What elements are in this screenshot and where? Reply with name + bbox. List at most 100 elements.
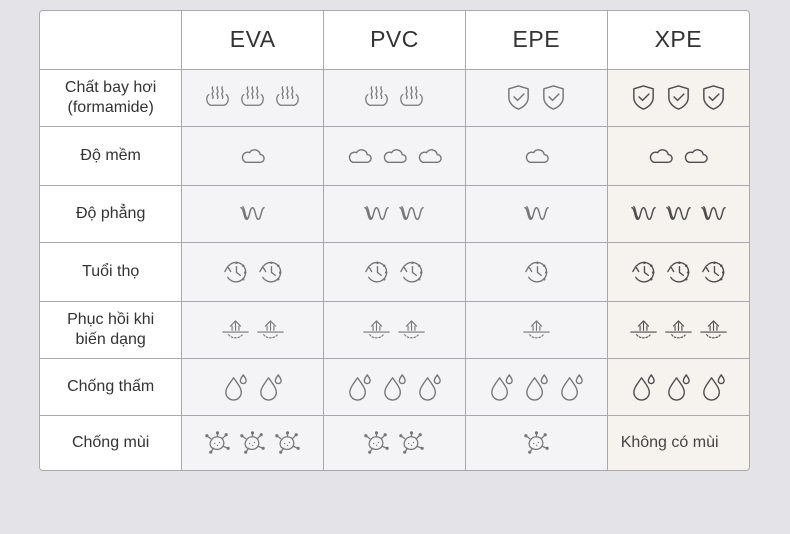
table-row: Chống mùi Không có mùi (40, 414, 749, 470)
row-label-line2: (formamide) (67, 98, 154, 116)
rating-cell (323, 414, 466, 470)
rebound-icon (221, 315, 250, 344)
steam-icon (238, 83, 267, 112)
table-row: Chất bay hơi (formamide) (40, 68, 749, 127)
icon-group (324, 257, 465, 286)
icon-group (466, 315, 607, 344)
droplet-icon (256, 372, 285, 401)
header-row: EVA PVC EPE XPE (40, 11, 749, 70)
no-odor-cell: Không có mùi (606, 414, 749, 470)
icon-group (466, 257, 607, 286)
icon-group (466, 428, 607, 457)
clock-icon (362, 257, 391, 286)
table-row: Tuổi thọ (40, 241, 749, 302)
comparison-grid: EVA PVC EPE XPE Chất bay hơi (formamide) … (40, 11, 749, 470)
column-header-epe: EPE (464, 11, 608, 70)
wave-icon (664, 199, 693, 228)
icon-group (466, 199, 607, 228)
clock-icon (699, 257, 728, 286)
icon-group (608, 83, 749, 112)
rating-cell (606, 357, 749, 416)
germ-icon (238, 428, 267, 457)
row-label-line1: Chống mùi (71, 433, 150, 451)
column-header-pvc: PVC (323, 11, 466, 70)
droplet-icon (345, 372, 374, 401)
clock-icon (522, 257, 551, 286)
icon-group (182, 199, 323, 228)
rating-cell (181, 241, 325, 302)
icon-group (324, 315, 465, 344)
cloud-icon (345, 141, 374, 170)
germ-icon (397, 428, 426, 457)
germ-icon (273, 428, 302, 457)
shield-icon (699, 83, 728, 112)
droplet-icon (557, 372, 586, 401)
row-label: Phục hồi khi biến dạng (40, 300, 183, 359)
droplet-icon (221, 372, 250, 401)
column-header-eva: EVA (181, 11, 325, 70)
droplet-icon (699, 372, 728, 401)
wave-icon (522, 199, 551, 228)
table-row: Phục hồi khi biến dạng (40, 300, 749, 359)
icon-group (182, 428, 323, 457)
cloud-icon (646, 141, 675, 170)
row-label-line1: Phục hồi khi (67, 310, 155, 328)
rating-cell (464, 125, 608, 186)
row-label: Chống thấm (40, 357, 183, 416)
rating-cell (323, 68, 466, 127)
rebound-icon (256, 315, 285, 344)
shield-icon (504, 83, 533, 112)
rating-cell (464, 184, 608, 243)
rebound-icon (397, 315, 426, 344)
row-label-line1: Chống thấm (67, 377, 155, 395)
cloud-icon (415, 141, 444, 170)
icon-group (324, 372, 465, 401)
wave-icon (397, 199, 426, 228)
rating-cell (606, 68, 749, 127)
icon-group (466, 372, 607, 401)
icon-group (608, 199, 749, 228)
rating-cell (464, 357, 608, 416)
rating-cell (606, 184, 749, 243)
rating-cell (323, 184, 466, 243)
clock-icon (397, 257, 426, 286)
wave-icon (238, 199, 267, 228)
row-label-line1: Tuổi thọ (82, 262, 140, 280)
icon-group (608, 141, 749, 170)
icon-group (324, 141, 465, 170)
rating-cell (606, 241, 749, 302)
row-label-line1: Độ mềm (80, 146, 141, 164)
icon-group (608, 315, 749, 344)
row-label-line1: Chất bay hơi (64, 78, 157, 96)
rating-cell (464, 300, 608, 359)
column-header-xpe: XPE (606, 11, 749, 70)
row-label-line1: Độ phẳng (75, 204, 146, 222)
rating-cell (181, 184, 325, 243)
corner-cell (40, 11, 183, 70)
icon-group (608, 372, 749, 401)
rebound-icon (699, 315, 728, 344)
rating-cell (464, 241, 608, 302)
table-row: Độ mềm (40, 125, 749, 186)
clock-icon (629, 257, 658, 286)
droplet-icon (664, 372, 693, 401)
icon-group (182, 83, 323, 112)
rating-cell (464, 414, 608, 470)
shield-icon (539, 83, 568, 112)
row-label-line2: biến dạng (75, 330, 146, 348)
rating-cell (606, 300, 749, 359)
germ-icon (522, 428, 551, 457)
cloud-icon (238, 141, 267, 170)
clock-icon (256, 257, 285, 286)
cloud-icon (681, 141, 710, 170)
wave-icon (629, 199, 658, 228)
rating-cell (323, 357, 466, 416)
steam-icon (273, 83, 302, 112)
rating-cell (323, 241, 466, 302)
row-label: Chống mùi (40, 414, 183, 470)
icon-group (324, 199, 465, 228)
icon-group (324, 83, 465, 112)
table-row: Độ phẳng (40, 184, 749, 243)
droplet-icon (415, 372, 444, 401)
rating-cell (181, 300, 325, 359)
